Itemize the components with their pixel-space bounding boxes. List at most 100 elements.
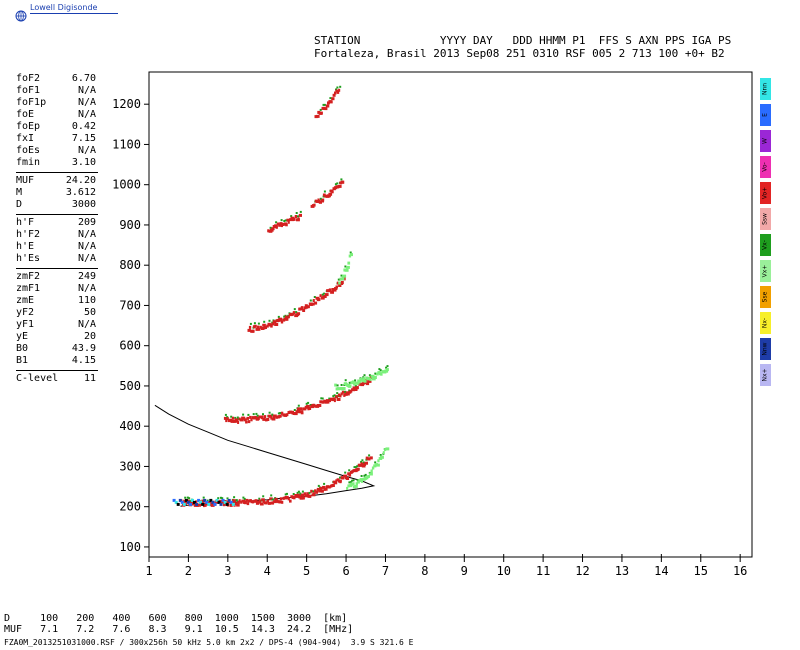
echo-mark [262, 417, 266, 421]
echo-mark [261, 416, 264, 420]
param-separator [16, 169, 98, 173]
echo-mark [361, 464, 366, 468]
low-echo-mark [182, 502, 186, 506]
echo-mark-x [301, 490, 304, 493]
echo-mark [245, 498, 249, 502]
echo-mark [381, 455, 384, 459]
echo-mark [259, 502, 264, 506]
echo-mark [287, 497, 290, 501]
echo-mark [261, 498, 265, 502]
echo-mark [349, 384, 352, 388]
echo-mark [347, 484, 350, 488]
echo-mark-x [351, 479, 354, 482]
echo-mark [348, 473, 352, 477]
echo-mark-x [270, 494, 273, 497]
param-label: h'F2 [16, 229, 41, 240]
echo-mark [369, 456, 373, 460]
echo-mark [324, 400, 328, 404]
echo-mark [338, 88, 341, 92]
echo-mark-x [305, 402, 308, 405]
echo-mark-x [336, 384, 339, 387]
echo-mark [340, 281, 344, 284]
echo-mark [376, 463, 380, 467]
echo-mark [269, 414, 273, 418]
echo-mark-x [323, 190, 326, 193]
echo-mark-x [268, 319, 271, 322]
echo-mark [284, 315, 289, 319]
x-tick-label: 6 [342, 564, 349, 578]
echo-mark-x [317, 484, 320, 487]
echo-mark-x [349, 481, 352, 484]
echo-mark-x [379, 454, 382, 456]
param-value: 6.70 [71, 73, 96, 84]
echo-mark [231, 416, 235, 420]
echo-mark-x [202, 496, 205, 499]
echo-mark-x [354, 379, 357, 382]
echo-mark-x [263, 320, 266, 323]
echo-mark [342, 180, 345, 184]
y-tick-label: 800 [119, 258, 141, 272]
echo-mark [243, 418, 247, 422]
echo-mark [294, 412, 298, 416]
low-echo-mark [197, 498, 201, 502]
echo-mark [285, 223, 288, 227]
echo-mark [303, 492, 306, 496]
echo-mark [371, 466, 375, 470]
echo-mark [279, 414, 282, 418]
x-tick-label: 2 [185, 564, 192, 578]
echo-mark [351, 482, 355, 486]
echo-mark-x [283, 220, 286, 222]
echo-mark-x [320, 397, 323, 400]
echo-mark [236, 503, 240, 507]
param-row: yF2 50 [16, 307, 98, 319]
echo-mark-x [352, 479, 355, 482]
param-label: D [16, 199, 23, 210]
echo-mark [330, 484, 333, 488]
echo-mark [336, 90, 340, 94]
echo-mark-x [319, 197, 322, 200]
echo-mark-x [247, 413, 250, 416]
x-tick-label: 14 [654, 564, 668, 578]
echo-mark [372, 377, 376, 381]
echo-mark-x [374, 461, 377, 464]
x-tick-label: 8 [421, 564, 428, 578]
echo-mark [265, 501, 268, 505]
echo-mark [247, 328, 251, 332]
echo-mark-x [336, 182, 339, 185]
echo-mark [270, 324, 273, 328]
echo-mark [348, 254, 352, 258]
low-echo-mark [191, 498, 194, 502]
echo-mark [300, 493, 305, 497]
echo-mark [347, 261, 351, 265]
echo-mark [299, 496, 304, 500]
param-label: fmin [16, 157, 41, 168]
tick-layer: 1 2 3 4 5 6 7 8 9 10 11 12 13 14 15 1610020030040050060… [112, 97, 747, 578]
echo-mark-x [336, 392, 339, 395]
echo-mark [294, 215, 297, 218]
param-value: 3.10 [71, 157, 96, 168]
echo-mark-x [354, 385, 357, 387]
echo-mark [334, 481, 338, 485]
echo-mark [350, 253, 353, 257]
echo-mark-x [252, 413, 255, 416]
echo-mark [314, 199, 317, 203]
param-label: foF1 [16, 85, 41, 96]
echo-mark [335, 395, 339, 399]
echo-mark [267, 229, 270, 233]
echo-mark [359, 478, 364, 481]
echo-mark [366, 377, 369, 381]
echo-mark-x [258, 497, 261, 500]
param-value: N/A [77, 85, 96, 96]
echo-mark [320, 111, 323, 115]
echo-mark [368, 379, 372, 383]
echo-mark [260, 327, 265, 330]
echo-mark-x [219, 496, 222, 499]
param-row: yF1 N/A [16, 319, 98, 331]
echo-mark [338, 284, 342, 287]
echo-mark [254, 499, 258, 503]
echo-mark [337, 393, 341, 397]
echo-mark [307, 305, 310, 309]
echo-mark [295, 410, 300, 414]
echo-mark-x [186, 496, 189, 499]
low-echo-mark [229, 500, 233, 504]
